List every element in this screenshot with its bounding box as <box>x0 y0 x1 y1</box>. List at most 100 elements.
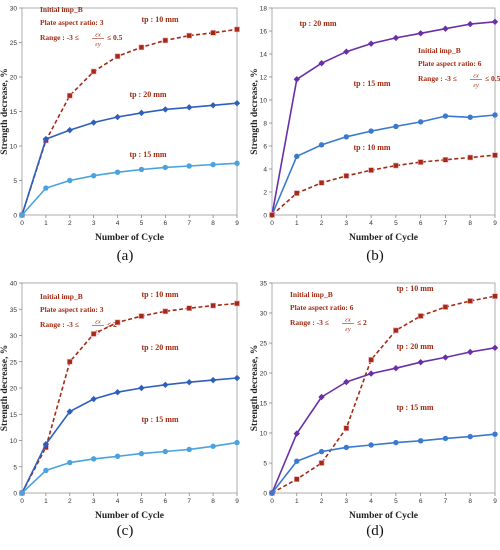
series-line-tp-10-mm <box>21 302 238 494</box>
chart-svg-c: 0 5 10 15 20 25 30 35 40 0 1 2 3 4 5 6 7 8 9 Number of Cycl… <box>0 281 241 521</box>
info-range-numerator: εx <box>95 319 101 326</box>
data-point-tp-20-mm <box>293 76 300 83</box>
info-box-a: Initial imp_B Plate aspect ratio: 3 Range … <box>40 5 123 48</box>
x-tick-label: 7 <box>444 220 448 227</box>
info-line-aspect-ratio: Plate aspect ratio: 6 <box>418 59 482 68</box>
data-point-tp-20-mm <box>318 60 325 67</box>
data-point-tp-20-mm <box>343 378 350 386</box>
data-point-tp-10-mm <box>114 53 121 60</box>
x-tick-label: 2 <box>320 220 324 227</box>
data-point-tp-15-mm <box>269 490 275 496</box>
data-point-tp-20-mm <box>343 48 350 55</box>
data-point-tp-20-mm <box>293 430 300 437</box>
data-point-tp-20-mm <box>417 30 424 37</box>
data-point-tp-20-mm <box>209 376 217 384</box>
data-point-tp-15-mm <box>19 490 25 496</box>
series-line-tp-15-mm <box>21 162 238 216</box>
data-point-tp-15-mm <box>393 123 399 130</box>
series-line-tp-15-mm <box>21 441 238 494</box>
info-line-aspect-ratio: Plate aspect ratio: 6 <box>290 303 354 312</box>
series-label-tp-15-mm: tp : 15 mm <box>129 150 166 159</box>
x-tick-label: 4 <box>116 498 120 505</box>
data-point-tp-15-mm <box>318 448 325 455</box>
y-tick-label: 2 <box>263 190 267 197</box>
chart-svg-d: 0 5 10 15 20 25 30 35 0 1 2 3 4 5 6 7 8 9 Number of Cycle S… <box>250 281 499 521</box>
x-tick-label: 3 <box>92 220 96 227</box>
data-point-tp-15-mm <box>186 163 192 169</box>
x-tick-label: 7 <box>187 498 191 505</box>
info-range-prefix: Range : -3 ≤ <box>40 320 79 329</box>
y-tick-label: 15 <box>260 401 268 408</box>
data-point-tp-10-mm <box>293 190 300 196</box>
x-tick-label: 6 <box>419 498 423 505</box>
data-point-tp-10-mm <box>417 159 424 165</box>
y-tick-label: 20 <box>10 386 18 393</box>
data-point-tp-15-mm <box>210 443 216 449</box>
y-tick-label: 0 <box>13 491 17 498</box>
info-range-suffix: ≤ 2 <box>357 318 367 327</box>
data-point-tp-10-mm <box>138 44 145 51</box>
data-point-tp-20-mm <box>138 384 145 392</box>
y-axis-label: Strength decrease, % <box>0 68 10 154</box>
x-tick-label: 2 <box>68 498 72 505</box>
data-point-tp-10-mm <box>138 313 145 319</box>
chart-panel-c: 0 5 10 15 20 25 30 35 40 0 1 2 3 4 5 6 7 8 9 Number of Cycl… <box>0 275 250 550</box>
y-tick-label: 40 <box>10 281 18 288</box>
data-point-tp-15-mm <box>90 172 97 179</box>
data-point-tp-15-mm <box>294 458 300 464</box>
plot-frame-d <box>271 282 496 494</box>
data-point-tp-15-mm <box>318 142 325 148</box>
x-tick-label: 5 <box>140 220 144 227</box>
data-point-tp-20-mm <box>162 106 169 113</box>
y-tick-label: 0 <box>263 491 267 498</box>
data-point-tp-20-mm <box>90 119 97 126</box>
data-point-tp-15-mm <box>442 435 449 442</box>
series-line-tp-10-mm <box>271 154 496 216</box>
data-point-tp-20-mm <box>467 348 474 356</box>
y-tick-label: 30 <box>260 311 268 318</box>
x-tick-label: 6 <box>164 498 168 505</box>
x-tick-label: 9 <box>235 220 239 227</box>
data-point-tp-15-mm <box>368 442 374 448</box>
y-tick-label: 12 <box>260 75 268 82</box>
series-line-tp-20-mm <box>271 21 496 216</box>
plot-frame-b <box>271 7 496 216</box>
info-range-numerator: εx <box>473 73 479 80</box>
data-point-tp-15-mm <box>417 438 424 444</box>
data-point-tp-20-mm <box>90 395 97 403</box>
y-tick-label: 16 <box>260 29 268 36</box>
data-point-tp-15-mm <box>234 439 240 446</box>
series-line-tp-15-mm <box>271 433 496 494</box>
panel-label-c: (c) <box>116 523 134 539</box>
data-point-tp-15-mm <box>90 456 97 462</box>
y-tick-label: 8 <box>263 121 267 128</box>
info-line-aspect-ratio: Plate aspect ratio: 3 <box>40 18 104 27</box>
series-label-tp-20-mm: tp : 20 mm <box>141 343 178 352</box>
plot-frame-c <box>21 282 238 494</box>
data-point-tp-10-mm <box>90 331 97 337</box>
x-tick-label: 5 <box>140 498 144 505</box>
x-tick-label: 1 <box>295 220 299 227</box>
series-label-tp-15-mm: tp : 15 mm <box>396 403 433 412</box>
series-line-tp-10-mm <box>271 295 496 494</box>
data-point-tp-10-mm <box>186 305 193 312</box>
series-label-tp-15-mm: tp : 15 mm <box>141 415 178 424</box>
x-tick-label: 5 <box>394 498 398 505</box>
data-point-tp-20-mm <box>442 25 449 32</box>
y-tick-label: 0 <box>263 213 267 220</box>
data-point-tp-20-mm <box>138 109 145 117</box>
data-point-tp-20-mm <box>392 365 400 372</box>
data-point-tp-10-mm <box>417 313 424 319</box>
y-tick-label: 30 <box>10 6 18 13</box>
y-axis-label: Strength decrease, % <box>250 345 260 431</box>
chart-panel-d: 0 5 10 15 20 25 30 35 0 1 2 3 4 5 6 7 8 9 Number of Cycle S… <box>250 275 500 550</box>
x-tick-label: 4 <box>369 220 373 227</box>
series-label-tp-10-mm: tp : 10 mm <box>141 290 178 299</box>
info-box-b: Initial imp_B Plate aspect ratio: 6 Range … <box>418 46 500 89</box>
data-point-tp-20-mm <box>186 104 193 111</box>
chart-panel-b: 0 2 4 6 8 10 12 14 16 18 0 1 2 3 4 5 6 7 8 9 Number of Cycle… <box>250 0 500 275</box>
x-tick-label: 2 <box>320 498 324 505</box>
x-tick-label: 3 <box>345 498 349 505</box>
series-label-tp-15-mm: tp : 15 mm <box>353 79 390 88</box>
